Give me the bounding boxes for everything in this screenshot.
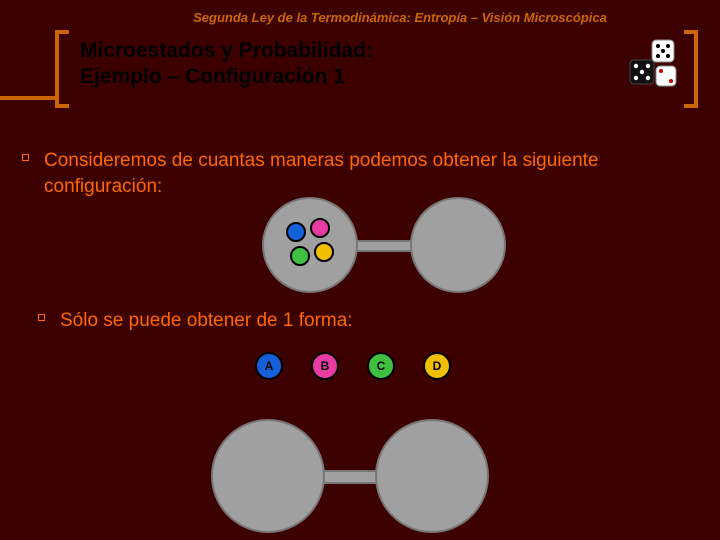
label-ball-a: A (255, 352, 283, 380)
title-line-2: Ejemplo – Configuración 1 (80, 64, 620, 90)
connector-tube (320, 470, 382, 484)
breadcrumb-header: Segunda Ley de la Termodinámica: Entropí… (120, 10, 680, 25)
bullet-1-text: Consideremos de cuantas maneras podemos … (44, 148, 690, 199)
bracket-left (55, 30, 69, 108)
particle-0 (286, 222, 306, 242)
label-ball-b: B (311, 352, 339, 380)
dice-icon (624, 36, 680, 92)
accent-line (0, 96, 56, 100)
bullet-2-text: Sólo se puede obtener de 1 forma: (60, 308, 690, 334)
right-bulb (375, 419, 489, 533)
particle-2 (290, 246, 310, 266)
particle-1 (310, 218, 330, 238)
title-line-1: Microestados y Probabilidad: (80, 38, 620, 64)
left-bulb (211, 419, 325, 533)
bullet-marker-icon (38, 314, 45, 321)
connector-tube (352, 240, 416, 252)
right-bulb (410, 197, 506, 293)
bullet-1: Consideremos de cuantas maneras podemos … (22, 148, 690, 199)
label-ball-d: D (423, 352, 451, 380)
particle-3 (314, 242, 334, 262)
left-bulb (262, 197, 358, 293)
particle-label-row: ABCD (255, 352, 451, 380)
label-ball-c: C (367, 352, 395, 380)
bullet-2: Sólo se puede obtener de 1 forma: (38, 308, 690, 334)
page-title: Microestados y Probabilidad: Ejemplo – C… (80, 38, 620, 91)
bullet-marker-icon (22, 154, 29, 161)
bracket-right (684, 30, 698, 108)
